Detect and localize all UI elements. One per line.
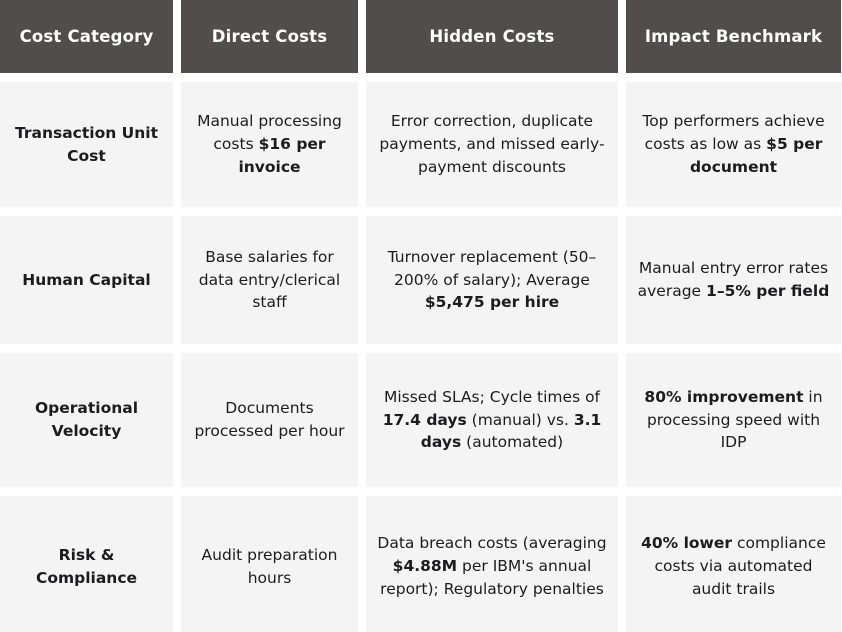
row3-direct-costs-cell: Documents processed per hour (181, 353, 358, 487)
row1-impact-benchmark-cell: Top performers achieve costs as low as $… (626, 82, 841, 207)
row2-category-cell: Human Capital (0, 216, 173, 344)
row2-impact-benchmark-cell: Manual entry error rates average 1–5% pe… (626, 216, 841, 344)
row2-hidden-costs-cell: Turnover replacement (50–200% of salary)… (366, 216, 618, 344)
header-cost-category: Cost Category (0, 0, 173, 73)
row3-category-cell: Operational Velocity (0, 353, 173, 487)
row1-direct-costs-cell: Manual processing costs $16 per invoice (181, 82, 358, 207)
row3-hidden-costs-cell: Missed SLAs; Cycle times of 17.4 days (m… (366, 353, 618, 487)
row4-direct-costs-cell: Audit preparation hours (181, 496, 358, 632)
row2-direct-costs-cell: Base salaries for data entry/clerical st… (181, 216, 358, 344)
header-impact-benchmark: Impact Benchmark (626, 0, 841, 73)
header-direct-costs: Direct Costs (181, 0, 358, 73)
row3-impact-benchmark-cell: 80% improvement in processing speed with… (626, 353, 841, 487)
row4-impact-benchmark-cell: 40% lower compliance costs via automated… (626, 496, 841, 632)
row1-category-cell: Transaction Unit Cost (0, 82, 173, 207)
row1-hidden-costs-cell: Error correction, duplicate payments, an… (366, 82, 618, 207)
row4-category-cell: Risk & Compliance (0, 496, 173, 632)
header-hidden-costs: Hidden Costs (366, 0, 618, 73)
row4-hidden-costs-cell: Data breach costs (averaging $4.88M per … (366, 496, 618, 632)
